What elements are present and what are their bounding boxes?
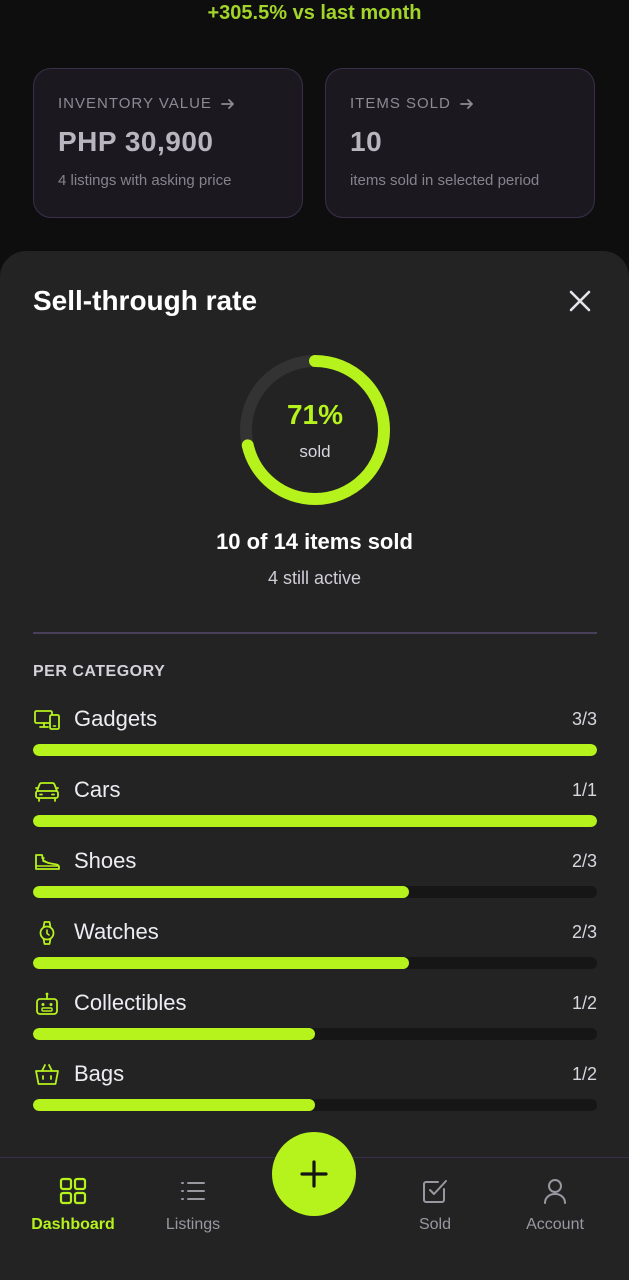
inventory-value-label: INVENTORY VALUE bbox=[58, 95, 212, 112]
per-category-heading: PER CATEGORY bbox=[33, 663, 166, 680]
category-bar-fill bbox=[33, 815, 597, 827]
category-count: 2/3 bbox=[571, 851, 597, 871]
sell-through-ring bbox=[240, 355, 390, 505]
category-name: Watches bbox=[74, 919, 159, 944]
inventory-value-amount: PHP 30,900 bbox=[58, 126, 214, 157]
nav-sold[interactable]: Sold bbox=[375, 1176, 495, 1234]
close-icon[interactable] bbox=[566, 287, 594, 315]
items-sold-amount: 10 bbox=[350, 126, 383, 157]
category-row-collectibles: Collectibles 1/2 bbox=[33, 988, 597, 1044]
category-bar-fill bbox=[33, 744, 597, 756]
arrow-right-icon bbox=[459, 98, 473, 109]
nav-dashboard-label: Dashboard bbox=[31, 1216, 115, 1233]
inventory-value-card[interactable]: INVENTORY VALUE PHP 30,900 4 listings wi… bbox=[33, 68, 303, 218]
category-row-watches: Watches 2/3 bbox=[33, 917, 597, 973]
nav-dashboard[interactable]: Dashboard bbox=[13, 1176, 133, 1234]
items-sold-card[interactable]: ITEMS SOLD 10 items sold in selected per… bbox=[325, 68, 595, 218]
category-bar-fill bbox=[33, 1028, 315, 1040]
divider bbox=[33, 632, 597, 634]
category-name: Collectibles bbox=[74, 990, 187, 1015]
category-name: Cars bbox=[74, 777, 121, 802]
category-bar-track bbox=[33, 815, 597, 827]
plus-icon bbox=[300, 1160, 328, 1188]
ring-progress bbox=[240, 355, 390, 505]
sell-through-sheet: Sell-through rate 71% sold 10 of 14 item… bbox=[0, 251, 629, 1279]
category-name: Gadgets bbox=[74, 706, 158, 731]
bottom-nav: Dashboard Listings Sold Account bbox=[0, 1157, 629, 1280]
nav-listings-label: Listings bbox=[165, 1216, 221, 1233]
ring-sub-label: sold bbox=[299, 442, 331, 461]
sheet-title: Sell-through rate bbox=[33, 285, 258, 316]
robot-icon bbox=[36, 992, 58, 1015]
category-bar-track bbox=[33, 744, 597, 756]
nav-account-label: Account bbox=[526, 1216, 584, 1233]
items-sold-sub: items sold in selected period bbox=[350, 172, 540, 189]
category-name: Bags bbox=[74, 1061, 125, 1086]
list-icon bbox=[181, 1182, 205, 1200]
add-listing-button[interactable] bbox=[272, 1132, 356, 1216]
category-bar-track bbox=[33, 957, 597, 969]
nav-sold-label: Sold bbox=[418, 1216, 452, 1233]
trend-text: +305.5% vs last month bbox=[207, 2, 422, 24]
active-summary: 4 still active bbox=[267, 568, 362, 588]
category-bar-fill bbox=[33, 886, 409, 898]
sold-summary: 10 of 14 items sold bbox=[216, 529, 413, 554]
category-count: 1/1 bbox=[571, 780, 597, 800]
category-bar-track bbox=[33, 886, 597, 898]
arrow-right-icon bbox=[221, 98, 234, 109]
car-icon bbox=[35, 782, 59, 802]
nav-listings[interactable]: Listings bbox=[133, 1176, 253, 1234]
inventory-value-sub: 4 listings with asking price bbox=[58, 172, 232, 189]
category-row-gadgets: Gadgets 3/3 bbox=[33, 704, 597, 760]
nav-account[interactable]: Account bbox=[495, 1176, 615, 1234]
category-bar-fill bbox=[33, 957, 409, 969]
category-name: Shoes bbox=[74, 848, 137, 873]
category-bar-track bbox=[33, 1099, 597, 1111]
category-bar-track bbox=[33, 1028, 597, 1040]
watch-icon bbox=[39, 921, 55, 945]
category-row-shoes: Shoes 2/3 bbox=[33, 846, 597, 902]
items-sold-label: ITEMS SOLD bbox=[350, 95, 451, 112]
category-row-cars: Cars 1/1 bbox=[33, 775, 597, 831]
devices-icon bbox=[34, 710, 60, 730]
shoe-icon bbox=[35, 854, 60, 870]
dashboard-grid-icon bbox=[59, 1177, 87, 1205]
checkbox-icon bbox=[423, 1180, 447, 1203]
category-row-bags: Bags 1/2 bbox=[33, 1059, 597, 1115]
category-count: 3/3 bbox=[571, 709, 597, 729]
category-bar-fill bbox=[33, 1099, 315, 1111]
category-count: 1/2 bbox=[571, 1064, 597, 1084]
category-count: 1/2 bbox=[571, 993, 597, 1013]
category-count: 2/3 bbox=[571, 922, 597, 942]
user-icon bbox=[544, 1179, 566, 1204]
bag-icon bbox=[35, 1064, 59, 1085]
ring-percent: 71% bbox=[286, 399, 344, 430]
